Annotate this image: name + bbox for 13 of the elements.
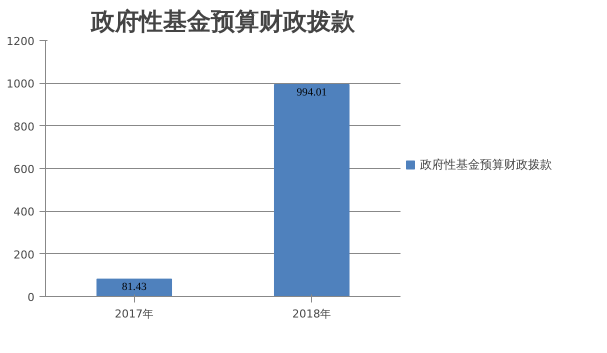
y-tick-label: 0 (28, 291, 34, 304)
y-tick-label: 1000 (6, 78, 35, 91)
y-tick-label: 800 (14, 120, 35, 134)
y-tick-label: 1200 (6, 35, 35, 48)
legend-label: 政府性基金预算财政拨款 (420, 156, 552, 173)
x-tick-label: 2017年 (114, 308, 154, 320)
y-tick-label: 400 (14, 206, 35, 219)
x-tick-label: 2018年 (292, 308, 332, 320)
y-tick-label: 200 (14, 248, 35, 262)
data-label: 994.01 (296, 86, 327, 98)
data-label: 81.43 (122, 281, 148, 294)
chart-title: 政府性基金预算财政拨款 (90, 8, 356, 36)
y-tick-label: 600 (14, 163, 35, 176)
